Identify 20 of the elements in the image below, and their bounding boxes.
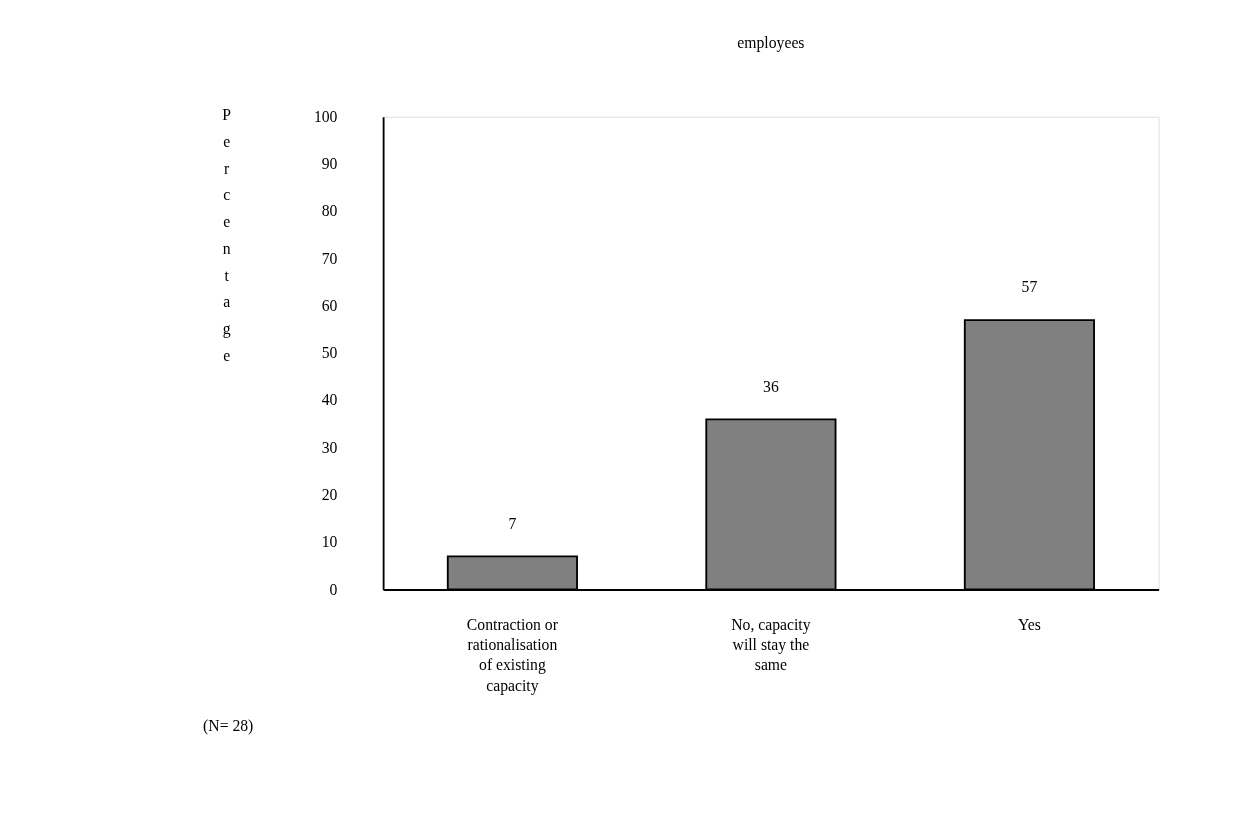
y-tick-label: 100 [313, 107, 338, 125]
x-tick-label: Contraction or rationalisation of existing capacity [466, 615, 559, 695]
text: (N= 28) [203, 716, 254, 735]
y-tick-label: 10 [321, 533, 338, 551]
y-tick-label: 70 [321, 249, 338, 267]
text: Percentage [222, 106, 232, 364]
y-tick-label: 20 [321, 486, 338, 504]
y-tick-label: 60 [321, 296, 338, 314]
chart-title: employees [737, 33, 805, 52]
y-tick-label: 30 [321, 438, 338, 456]
y-tick-label: 40 [321, 391, 338, 409]
x-tick-label: No, capacity will stay the same [731, 615, 811, 674]
x-tick-label: Yes [1018, 615, 1041, 633]
data-label: 7 [508, 514, 517, 532]
data-label: 57 [1021, 278, 1038, 296]
y-tick-label: 90 [321, 155, 338, 173]
y-tick-label: 50 [321, 344, 338, 362]
y-tick-label: 80 [321, 202, 338, 220]
y-tick-label: 0 [329, 580, 338, 598]
data-label: 36 [763, 377, 779, 395]
